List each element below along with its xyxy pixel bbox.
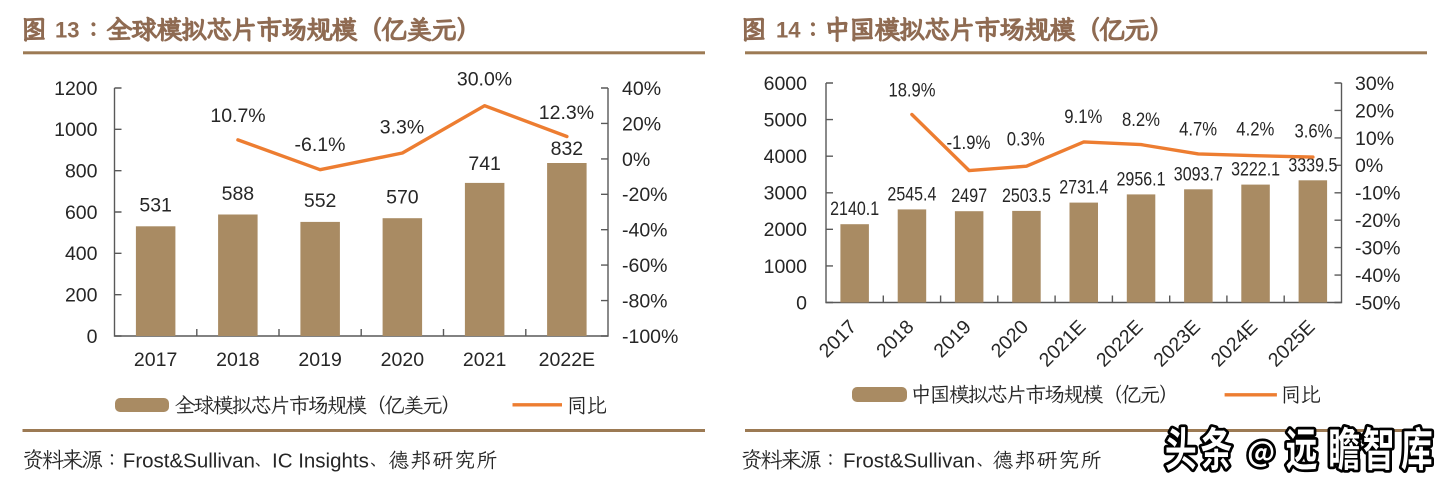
svg-text:2545.4: 2545.4 (887, 183, 936, 205)
svg-text:0: 0 (796, 292, 807, 314)
svg-text:Frost&Sullivan: Frost&Sullivan (123, 449, 255, 472)
svg-text:9.1%: 9.1% (1064, 106, 1102, 128)
svg-text:-50%: -50% (1355, 292, 1401, 314)
svg-text:3.6%: 3.6% (1295, 120, 1333, 142)
svg-text:-10%: -10% (1355, 183, 1401, 205)
svg-text:-1.9%: -1.9% (947, 132, 991, 154)
svg-text:30%: 30% (1355, 73, 1394, 95)
svg-text:600: 600 (65, 202, 98, 224)
svg-text:30.0%: 30.0% (457, 69, 512, 91)
svg-text:5000: 5000 (764, 109, 808, 131)
svg-text:10%: 10% (1355, 128, 1394, 150)
svg-text:2022E: 2022E (539, 349, 595, 371)
svg-text:-20%: -20% (1355, 210, 1401, 232)
svg-text:12.3%: 12.3% (539, 102, 594, 124)
svg-text:8.2%: 8.2% (1122, 109, 1160, 131)
svg-text:-30%: -30% (1355, 238, 1401, 260)
svg-text:2497: 2497 (951, 185, 987, 207)
svg-text:0%: 0% (1355, 155, 1383, 177)
svg-text:588: 588 (222, 183, 255, 205)
svg-text:-40%: -40% (622, 220, 668, 242)
svg-text:0.3%: 0.3% (1007, 129, 1045, 151)
svg-text:570: 570 (386, 187, 419, 209)
svg-text:14: 14 (776, 18, 801, 43)
svg-text:4000: 4000 (764, 146, 808, 168)
svg-text:-20%: -20% (622, 184, 668, 206)
svg-text:2503.5: 2503.5 (1002, 185, 1051, 207)
svg-text:741: 741 (468, 153, 501, 175)
svg-text:3222.1: 3222.1 (1231, 159, 1280, 181)
svg-text:40%: 40% (622, 78, 661, 100)
svg-text:2020: 2020 (381, 349, 425, 371)
svg-text:400: 400 (65, 243, 98, 265)
svg-text:531: 531 (139, 195, 172, 217)
svg-text:832: 832 (551, 138, 584, 160)
svg-text:-80%: -80% (622, 290, 668, 312)
svg-text:-40%: -40% (1355, 265, 1401, 287)
svg-text:1000: 1000 (54, 119, 98, 141)
svg-text:Frost&Sullivan: Frost&Sullivan (843, 449, 975, 472)
svg-text:IC Insights: IC Insights (272, 449, 369, 472)
svg-text:-100%: -100% (622, 326, 678, 348)
svg-text:2021: 2021 (463, 349, 506, 371)
svg-text:4.2%: 4.2% (1236, 119, 1274, 141)
svg-text:3.3%: 3.3% (380, 116, 424, 138)
svg-text:20%: 20% (622, 113, 661, 135)
svg-text:2018: 2018 (216, 349, 259, 371)
svg-text:2000: 2000 (764, 219, 808, 241)
svg-text:2140.1: 2140.1 (830, 198, 879, 220)
svg-text:6000: 6000 (764, 73, 808, 95)
svg-text:-60%: -60% (622, 255, 668, 277)
svg-text:2019: 2019 (298, 349, 341, 371)
svg-text:13: 13 (55, 18, 79, 43)
svg-text:3339.5: 3339.5 (1288, 154, 1337, 176)
svg-text:2731.4: 2731.4 (1059, 177, 1108, 199)
svg-text:20%: 20% (1355, 100, 1394, 122)
svg-text:1200: 1200 (54, 78, 98, 100)
svg-text:552: 552 (304, 190, 337, 212)
svg-text:800: 800 (65, 161, 98, 183)
svg-text:1000: 1000 (764, 256, 808, 278)
svg-text:4.7%: 4.7% (1179, 118, 1217, 140)
svg-text:2956.1: 2956.1 (1117, 168, 1166, 190)
svg-text:18.9%: 18.9% (889, 80, 936, 102)
svg-text:200: 200 (65, 285, 98, 307)
svg-text:-6.1%: -6.1% (295, 134, 346, 156)
svg-text:2017: 2017 (134, 349, 177, 371)
svg-text:0: 0 (87, 326, 98, 348)
svg-text:0%: 0% (622, 149, 650, 171)
svg-text:3000: 3000 (764, 183, 808, 205)
svg-text:10.7%: 10.7% (210, 105, 265, 127)
svg-text:3093.7: 3093.7 (1174, 163, 1223, 185)
